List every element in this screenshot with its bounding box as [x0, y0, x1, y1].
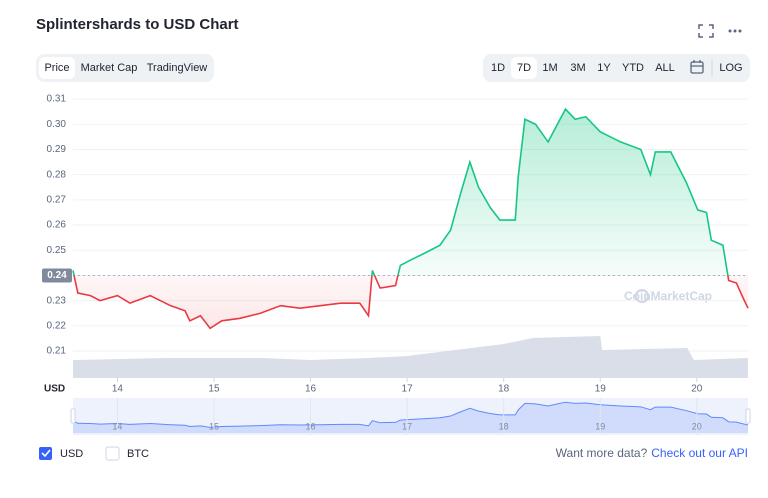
dot[interactable]: [728, 29, 732, 33]
api-link[interactable]: Check out our API: [651, 446, 748, 460]
chart-title: Splintershards to USD Chart: [36, 16, 239, 33]
y-tick-label: 0.29: [47, 144, 67, 155]
x-tick-label: 16: [305, 384, 317, 395]
navigator-area: [73, 402, 748, 433]
y-tick-label: 0.26: [47, 220, 67, 231]
navigator-tick-label: 18: [499, 421, 509, 431]
navigator-handle: [745, 408, 751, 424]
x-tick-label: 14: [112, 384, 124, 395]
log-toggle[interactable]: LOG: [719, 62, 742, 74]
fullscreen-icon[interactable]: [698, 24, 714, 38]
navigator-line: [72, 401, 749, 428]
navigator-tick-label: 14: [112, 421, 122, 431]
fullscreen-glyph[interactable]: [698, 24, 714, 38]
y-tick-label: 0.21: [47, 346, 67, 357]
y-tick-label: 0.30: [47, 119, 67, 130]
legend-label[interactable]: USD: [60, 448, 83, 460]
more-data: Want more data? Check out our API: [556, 446, 748, 460]
y-tick-label: 0.31: [47, 94, 67, 105]
navigator-tick-label: 17: [402, 421, 412, 431]
y-tick-label: 0.22: [47, 320, 67, 331]
y-tick-label: 0.23: [47, 295, 67, 306]
range-selected[interactable]: [511, 57, 537, 79]
x-tick-label: 17: [402, 384, 414, 395]
axis-currency: USD: [44, 384, 65, 395]
range[interactable]: 1Y: [597, 62, 611, 74]
baseline-label: 0.24: [47, 270, 67, 281]
y-tick-label: 0.28: [47, 169, 67, 180]
x-tick-label: 18: [498, 384, 510, 395]
range[interactable]: ALL: [655, 62, 675, 74]
dot[interactable]: [733, 29, 737, 33]
range[interactable]: YTD: [622, 62, 644, 74]
navigator-tick-label: 15: [209, 421, 219, 431]
tab[interactable]: Price: [44, 62, 69, 74]
x-tick-label: 15: [208, 384, 220, 395]
range[interactable]: 3M: [570, 62, 585, 74]
checkbox-checked[interactable]: [39, 447, 52, 460]
price-area: [73, 109, 748, 329]
tab[interactable]: Market Cap: [81, 62, 138, 74]
navigator-tick-label: 19: [595, 421, 605, 431]
x-tick-label: 20: [691, 384, 703, 395]
y-tick-label: 0.27: [47, 194, 67, 205]
dot[interactable]: [738, 29, 742, 33]
baseline-label-box: [42, 268, 72, 283]
tab-group: [36, 54, 214, 82]
calendar-icon[interactable]: [690, 60, 704, 74]
range[interactable]: 1D: [491, 62, 505, 74]
navigator-tick-label: 16: [306, 421, 316, 431]
calendar-body[interactable]: [690, 61, 704, 74]
tab-selected[interactable]: [39, 57, 75, 79]
range[interactable]: 1M: [542, 62, 557, 74]
checkbox[interactable]: [105, 446, 120, 461]
x-tick-label: 19: [595, 384, 607, 395]
navigator-handle: [70, 408, 76, 424]
check: [41, 449, 51, 458]
navigator-tick-label: 20: [692, 421, 702, 431]
range-group: [483, 54, 750, 82]
legend-label[interactable]: BTC: [127, 448, 149, 460]
range[interactable]: 7D: [517, 62, 531, 74]
price-line: [72, 107, 749, 330]
volume-area: [73, 336, 748, 378]
calendar-lines[interactable]: [691, 60, 703, 67]
more-text: Want more data?: [556, 446, 648, 460]
more-icon[interactable]: [728, 29, 742, 33]
tab[interactable]: TradingView: [147, 62, 208, 74]
watermark-logo: [635, 289, 649, 303]
y-tick-label: 0.25: [47, 245, 67, 256]
